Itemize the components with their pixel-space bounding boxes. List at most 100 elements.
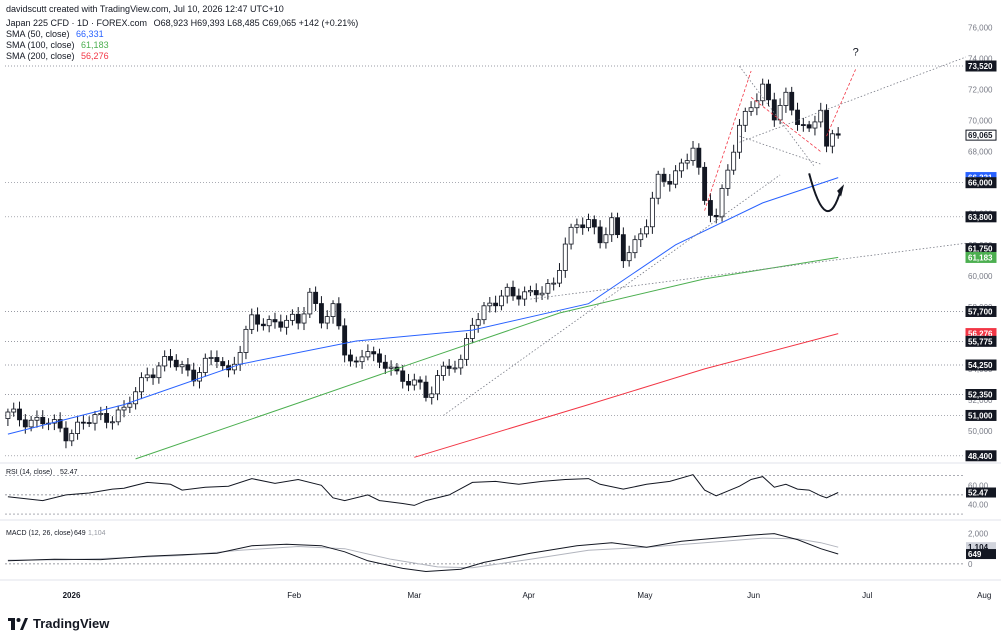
candle-body <box>266 319 272 327</box>
y-tick-label: 52,000 <box>968 396 993 405</box>
candle-body <box>115 409 121 423</box>
price-axis-badge-label: 48,400 <box>968 452 993 461</box>
candle-body <box>649 197 655 228</box>
candle-body <box>69 433 75 442</box>
candle-body <box>382 361 388 369</box>
candle-body <box>522 291 528 300</box>
candle-body <box>742 110 748 126</box>
candle-body <box>365 351 371 358</box>
y-tick-label: 68,000 <box>968 148 993 157</box>
candle-body <box>260 323 266 327</box>
candle-body <box>824 109 829 147</box>
x-tick-label: 2026 <box>63 591 81 600</box>
sma200-value: 56,276 <box>81 51 109 61</box>
legend-sma50[interactable]: SMA (50, close) 66,331 <box>6 29 104 40</box>
rsi-value-badge <box>966 487 996 498</box>
candle-body <box>57 419 63 429</box>
candle-body <box>423 381 429 398</box>
candle-body <box>22 419 28 428</box>
candle-body <box>609 217 615 236</box>
y-tick-label: 60,000 <box>968 272 993 281</box>
candle-body <box>568 226 574 245</box>
price-axis-badge-label: 61,183 <box>968 253 993 262</box>
price-axis-badge <box>965 211 997 223</box>
candle-body <box>417 379 423 383</box>
price-axis-badge-label: 66,000 <box>968 179 993 188</box>
sma100-value: 61,183 <box>81 40 109 50</box>
y-tick-label: 76,000 <box>968 24 993 33</box>
candle-body <box>458 358 464 369</box>
sma50-line <box>7 177 839 435</box>
candle-body <box>400 370 406 382</box>
candle-body <box>307 291 313 315</box>
price-axis-badge <box>965 129 997 141</box>
candle-body <box>249 314 255 330</box>
header-created: davidscutt created with TradingView.com,… <box>6 4 284 15</box>
macd-tick-label: 2,000 <box>968 530 989 539</box>
bounce-arrow-head <box>837 184 845 197</box>
candle-body <box>162 356 168 367</box>
trendline <box>530 242 966 300</box>
price-axis-badge-label: 56,276 <box>968 330 993 339</box>
trendline <box>443 174 781 416</box>
candle-body <box>603 234 609 244</box>
candle-body <box>626 252 632 262</box>
candle-body <box>272 319 278 323</box>
candle-body <box>708 200 713 216</box>
candle-body <box>353 360 359 363</box>
candle-body <box>597 226 603 244</box>
candle-body <box>661 173 667 182</box>
candle-body <box>377 353 382 363</box>
symbol-line[interactable]: Japan 225 CFD · 1D · FOREX.com <box>6 18 148 28</box>
candle-body <box>696 147 702 168</box>
legend-sma200[interactable]: SMA (200, close) 56,276 <box>6 51 109 62</box>
candle-body <box>342 325 348 356</box>
candle-body <box>615 217 620 236</box>
legend-sma100[interactable]: SMA (100, close) 61,183 <box>6 40 109 51</box>
candle-body <box>406 380 411 386</box>
candle-body <box>557 270 562 284</box>
candle-body <box>388 366 394 369</box>
candle-body <box>475 319 481 326</box>
sma100-label: SMA (100, close) <box>6 40 75 50</box>
ohlc-readout: O68,923 H69,393 L68,485 C69,065 +142 (+0… <box>153 18 359 28</box>
y-tick-label: 74,000 <box>968 55 993 64</box>
x-tick-label: Aug <box>977 591 991 600</box>
candle-body <box>632 239 638 254</box>
candle-body <box>289 313 295 321</box>
candle-body <box>580 224 586 229</box>
rsi-tick-label: 40.00 <box>968 500 989 509</box>
candle-body <box>324 316 330 324</box>
candle-body <box>504 286 510 297</box>
candle-body <box>551 282 557 285</box>
candle-body <box>528 290 533 293</box>
candle-body <box>191 369 197 382</box>
candle-body <box>109 421 115 424</box>
candle-body <box>179 364 185 368</box>
projection-arrow <box>704 70 752 211</box>
price-axis-badge <box>965 60 997 72</box>
price-axis-badge-label: 52,350 <box>968 391 993 400</box>
macd-tick-label: 1,104 <box>968 543 989 552</box>
candle-body <box>173 359 179 368</box>
candle-body <box>737 124 742 153</box>
candle-body <box>713 214 719 218</box>
tradingview-logo-icon <box>8 617 28 630</box>
candle-body <box>539 292 545 296</box>
candle-body <box>208 357 214 359</box>
tradingview-footer[interactable]: TradingView <box>8 616 109 631</box>
trendline <box>739 135 821 165</box>
candle-body <box>220 361 226 367</box>
price-axis-badge <box>965 359 997 371</box>
rsi-tick-label: 52.47 <box>968 489 989 498</box>
price-axis-badge-label: 55,775 <box>968 337 993 346</box>
candle-body <box>255 314 260 325</box>
candle-body <box>545 283 551 294</box>
macd-tick-label: 649 <box>968 550 982 559</box>
price-axis-badge-label: 73,520 <box>968 62 993 71</box>
candle-body <box>243 328 249 353</box>
candle-body <box>197 372 202 382</box>
sma200-label: SMA (200, close) <box>6 51 75 61</box>
candle-body <box>34 416 40 421</box>
